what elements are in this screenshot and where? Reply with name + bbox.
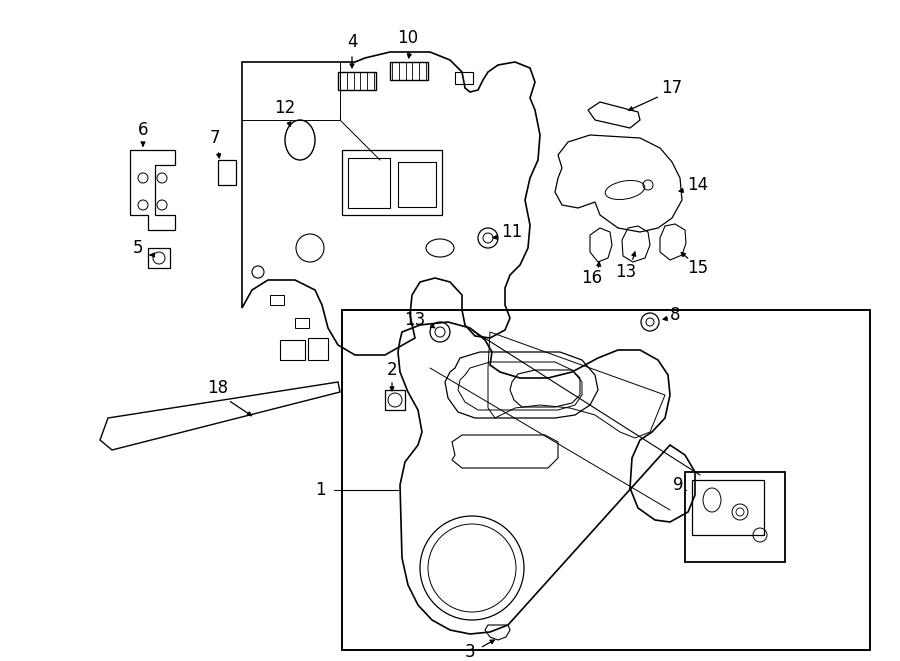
Bar [148,248,170,268]
Bar [342,150,442,215]
Bar [398,162,436,207]
Text: 8: 8 [670,306,680,324]
Text: 14: 14 [688,176,708,194]
Bar [348,158,390,208]
Text: 16: 16 [581,269,603,287]
Text: 3: 3 [464,643,475,661]
Bar [385,390,405,410]
Text: 2: 2 [387,361,397,379]
Bar [338,72,376,90]
Text: 1: 1 [315,481,325,499]
Bar [692,480,764,535]
Bar [342,310,870,650]
Text: 10: 10 [398,29,418,47]
Bar [685,472,785,562]
Bar [270,295,284,305]
Text: 13: 13 [616,263,636,281]
Text: 17: 17 [662,79,682,97]
Text: 4: 4 [346,33,357,51]
Text: 18: 18 [207,379,229,397]
Bar [280,340,305,360]
Bar [218,160,236,185]
Text: 15: 15 [688,259,708,277]
Text: 9: 9 [673,476,683,494]
Text: 5: 5 [133,239,143,257]
Bar [455,72,473,84]
Text: 12: 12 [274,99,295,117]
Bar [390,62,428,80]
Bar [308,338,328,360]
Bar [295,318,309,328]
Text: 13: 13 [404,311,426,329]
Text: 11: 11 [501,223,523,241]
Text: 7: 7 [210,129,220,147]
Text: 6: 6 [138,121,148,139]
